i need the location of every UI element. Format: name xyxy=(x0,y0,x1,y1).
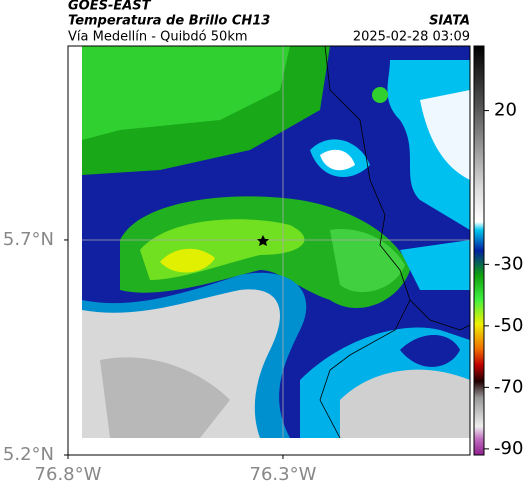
title: GOES-EAST xyxy=(68,0,152,14)
source: SIATA xyxy=(429,14,470,29)
ticks: 76.8°W 76.3°W 5.7°N 5.2°N 20 -30 -50 -70 -90 xyxy=(3,100,524,485)
subtitle: Temperatura de Brillo CH13 xyxy=(68,14,270,29)
colorbar xyxy=(473,45,485,456)
colorbar-tick-label: -90 xyxy=(494,438,523,459)
colorbar-tick-label: -30 xyxy=(494,253,523,274)
colorbar-tick-label: -50 xyxy=(494,315,523,336)
x-tick-label: 76.3°W xyxy=(250,464,317,485)
x-tick-label: 76.8°W xyxy=(35,464,102,485)
y-tick-label: 5.7°N xyxy=(3,229,54,250)
datetime: 2025-02-28 03:09 xyxy=(353,30,470,45)
map-image xyxy=(67,45,471,456)
y-tick-label: 5.2°N xyxy=(3,444,54,465)
location: Vía Medellín - Quibdó 50km xyxy=(68,30,248,45)
colorbar-tick-label: 20 xyxy=(494,100,517,121)
colorbar-tick-label: -70 xyxy=(494,376,523,397)
